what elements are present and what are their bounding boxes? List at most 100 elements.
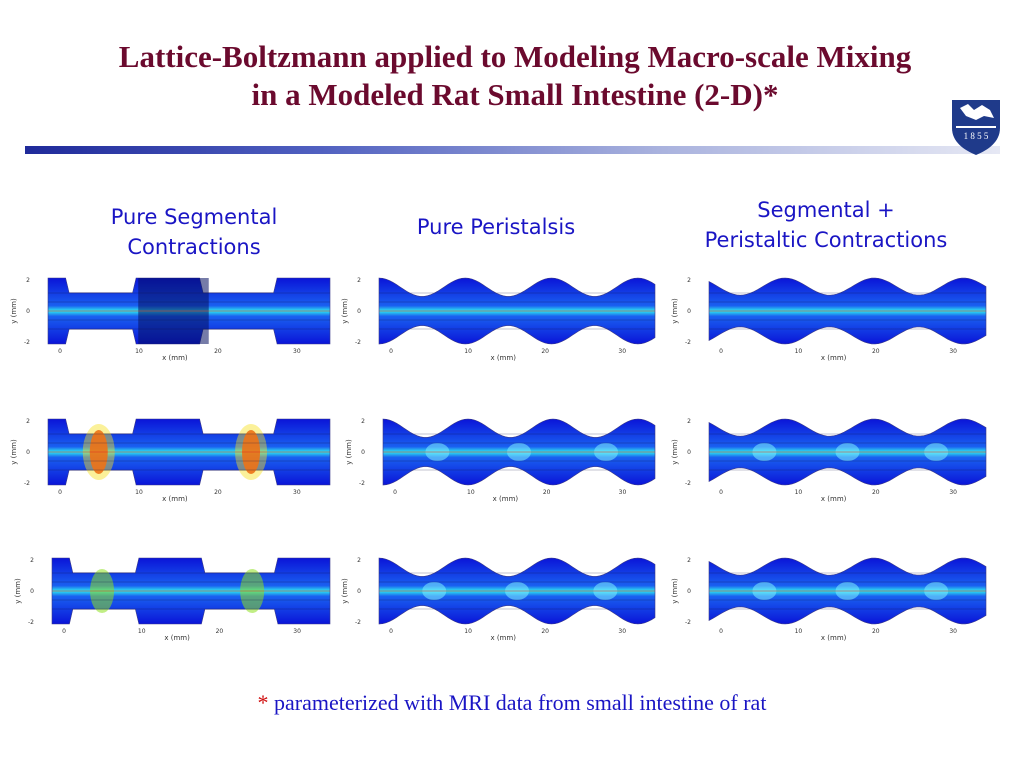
x-tick-label: 30 — [293, 348, 301, 355]
title-line-2: in a Modeled Rat Small Intestine (2-D)* — [251, 77, 779, 112]
x-axis-label: x (mm) — [493, 495, 519, 503]
y-tick-label: 2 — [26, 418, 30, 425]
y-tick-label: -2 — [355, 339, 361, 346]
x-axis-label: x (mm) — [821, 495, 847, 503]
y-axis-label: y (mm) — [345, 439, 353, 465]
y-axis-label: y (mm) — [341, 298, 349, 324]
x-tick-label: 0 — [719, 348, 723, 355]
simulation-panel-8: y (mm) 2 0 -2 0 10 20 30 x (mm) — [339, 552, 659, 644]
simulation-panel-9: y (mm) 2 0 -2 0 10 20 30 x (mm) — [669, 552, 990, 644]
x-tick-label: 0 — [393, 489, 397, 496]
y-axis-label: y (mm) — [341, 578, 349, 604]
simulation-panel-4: y (mm) 2 0 -2 0 10 20 30 x (mm) — [8, 413, 334, 505]
simulation-panel-6: y (mm) 2 0 -2 0 10 20 30 x (mm) — [669, 413, 990, 505]
simulation-panel-7: y (mm) 2 0 -2 0 10 20 30 x (mm) — [12, 552, 334, 644]
x-tick-label: 30 — [949, 489, 957, 496]
y-axis-label: y (mm) — [10, 298, 18, 324]
column-heading-line: Pure Peristalsis — [416, 215, 576, 239]
x-tick-label: 20 — [543, 489, 551, 496]
y-tick-label: -2 — [28, 619, 34, 626]
x-tick-label: 0 — [719, 489, 723, 496]
column-heading-segmental: Pure Segmental Contractions — [80, 202, 308, 262]
y-axis-label: y (mm) — [10, 439, 18, 465]
column-heading-line: Segmental + — [757, 198, 895, 222]
y-tick-label: 0 — [357, 588, 361, 595]
y-tick-label: 0 — [687, 588, 691, 595]
y-tick-label: 2 — [30, 557, 34, 564]
x-tick-label: 0 — [389, 348, 393, 355]
x-tick-label: 0 — [389, 628, 393, 635]
x-tick-label: 20 — [872, 628, 880, 635]
y-axis-label: y (mm) — [671, 439, 679, 465]
title-divider — [25, 146, 1000, 154]
simulation-panel-5: y (mm) 2 0 -2 0 10 20 30 x (mm) — [343, 413, 659, 505]
y-tick-label: 2 — [687, 418, 691, 425]
y-tick-label: -2 — [685, 480, 691, 487]
y-tick-label: 2 — [687, 557, 691, 564]
simulation-panel-2: y (mm) 2 0 -2 0 10 20 30 x (mm) — [339, 272, 659, 364]
x-tick-label: 20 — [872, 489, 880, 496]
x-tick-label: 20 — [541, 348, 549, 355]
column-heading-line: Peristaltic Contractions — [704, 228, 948, 252]
y-tick-label: -2 — [359, 480, 365, 487]
column-heading-line: Contractions — [127, 235, 261, 259]
x-tick-label: 30 — [949, 628, 957, 635]
x-axis-label: x (mm) — [490, 354, 516, 362]
x-tick-label: 30 — [618, 628, 626, 635]
y-tick-label: 2 — [357, 557, 361, 564]
x-tick-label: 10 — [464, 628, 472, 635]
column-heading-line: Pure Segmental — [110, 205, 278, 229]
footnote-asterisk: * — [257, 690, 269, 715]
x-axis-label: x (mm) — [162, 354, 188, 362]
x-tick-label: 10 — [795, 348, 803, 355]
y-axis-label: y (mm) — [671, 298, 679, 324]
x-tick-label: 10 — [135, 348, 143, 355]
y-tick-label: 0 — [26, 308, 30, 315]
logo-year: 1 8 5 5 — [964, 131, 989, 141]
column-heading-combined: Segmental + Peristaltic Contractions — [668, 195, 984, 255]
x-axis-label: x (mm) — [164, 634, 190, 642]
simulation-panel-3: y (mm) 2 0 -2 0 10 20 30 x (mm) — [669, 272, 990, 364]
x-axis-label: x (mm) — [821, 354, 847, 362]
x-tick-label: 20 — [541, 628, 549, 635]
y-tick-label: 2 — [357, 277, 361, 284]
x-tick-label: 20 — [214, 348, 222, 355]
y-tick-label: -2 — [24, 339, 30, 346]
x-tick-label: 10 — [135, 489, 143, 496]
y-tick-label: 0 — [26, 449, 30, 456]
y-axis-label: y (mm) — [671, 578, 679, 604]
x-tick-label: 0 — [58, 348, 62, 355]
x-tick-label: 10 — [795, 628, 803, 635]
footnote: * parameterized with MRI data from small… — [0, 690, 1024, 716]
simulation-panel-1: y (mm) 2 0 -2 0 10 20 30 x (mm) — [8, 272, 334, 364]
y-tick-label: 0 — [687, 449, 691, 456]
x-tick-label: 20 — [214, 489, 222, 496]
x-axis-label: x (mm) — [490, 634, 516, 642]
x-tick-label: 0 — [58, 489, 62, 496]
x-tick-label: 30 — [293, 628, 301, 635]
y-axis-label: y (mm) — [14, 578, 22, 604]
x-tick-label: 30 — [949, 348, 957, 355]
x-axis-label: x (mm) — [821, 634, 847, 642]
x-tick-label: 0 — [719, 628, 723, 635]
column-heading-peristalsis: Pure Peristalsis — [380, 212, 612, 242]
x-tick-label: 10 — [467, 489, 475, 496]
x-tick-label: 20 — [216, 628, 224, 635]
y-tick-label: -2 — [685, 619, 691, 626]
y-tick-label: 0 — [30, 588, 34, 595]
y-tick-label: 0 — [357, 308, 361, 315]
title-line-1: Lattice-Boltzmann applied to Modeling Ma… — [118, 39, 912, 74]
y-tick-label: 2 — [687, 277, 691, 284]
x-tick-label: 30 — [618, 348, 626, 355]
y-tick-label: -2 — [24, 480, 30, 487]
x-tick-label: 10 — [464, 348, 472, 355]
x-tick-label: 30 — [619, 489, 627, 496]
footnote-text: parameterized with MRI data from small i… — [268, 690, 767, 715]
slide-title: Lattice-Boltzmann applied to Modeling Ma… — [40, 38, 990, 114]
x-axis-label: x (mm) — [162, 495, 188, 503]
y-tick-label: 0 — [687, 308, 691, 315]
y-tick-label: 2 — [361, 418, 365, 425]
y-tick-label: 2 — [26, 277, 30, 284]
x-tick-label: 10 — [795, 489, 803, 496]
x-tick-label: 30 — [293, 489, 301, 496]
